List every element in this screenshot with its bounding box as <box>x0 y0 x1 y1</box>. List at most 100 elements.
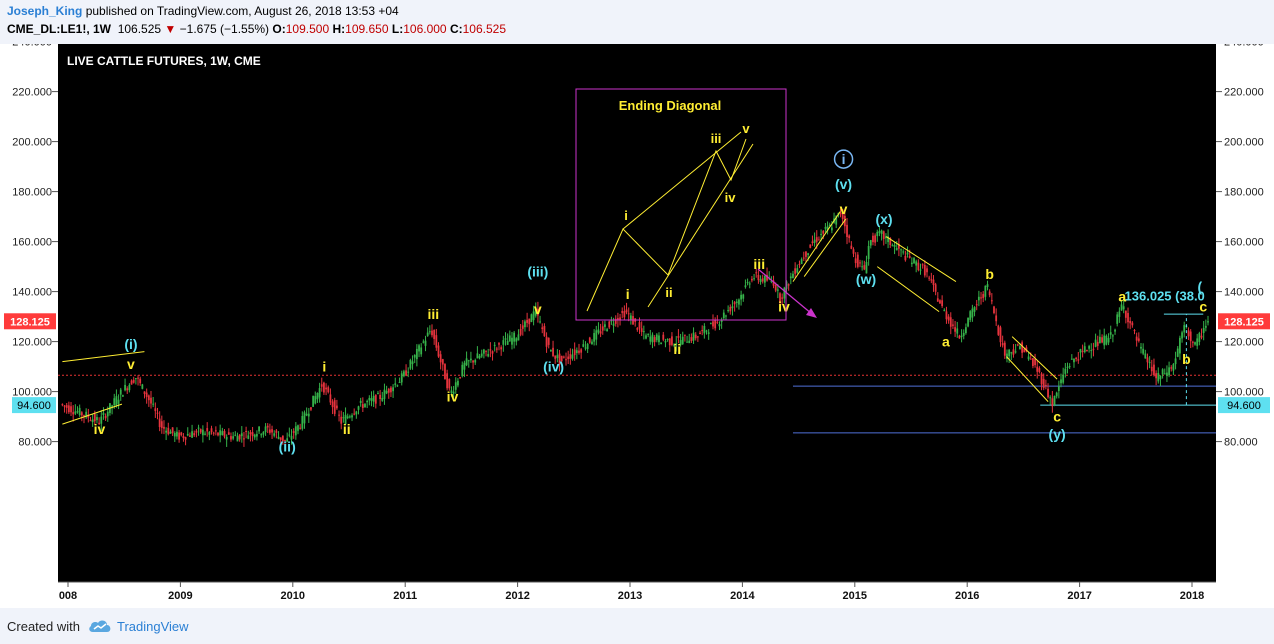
candle-body <box>1003 342 1006 356</box>
candle-body <box>502 340 505 345</box>
wave-trendline[interactable] <box>62 403 123 425</box>
candle-body <box>521 325 524 329</box>
candle-body <box>599 331 602 334</box>
candle-body <box>1086 349 1088 351</box>
x-tick-label: 2018 <box>1180 590 1204 602</box>
candle-body <box>688 340 691 344</box>
candle-body <box>383 389 386 399</box>
candle-body <box>441 359 444 365</box>
candle-body <box>1155 373 1158 379</box>
candle-body <box>893 244 896 248</box>
tradingview-cloud-icon[interactable] <box>88 618 112 634</box>
candle-body <box>560 355 563 362</box>
wave-label: i <box>322 359 326 375</box>
candle-body <box>759 279 762 282</box>
candle-body <box>839 213 842 215</box>
wave-trendline[interactable] <box>792 211 841 282</box>
candle-body <box>610 320 613 322</box>
y-tick-label-right: 180.000 <box>1224 187 1264 199</box>
candle-body <box>954 327 956 332</box>
candle-body <box>288 434 291 436</box>
candle-body <box>712 321 714 327</box>
candle-body <box>616 318 619 321</box>
candle-body <box>461 364 464 377</box>
candle-body <box>1060 379 1062 384</box>
candle-body <box>1142 348 1145 354</box>
tradingview-link[interactable]: TradingView <box>117 619 189 634</box>
candle-body <box>173 432 176 437</box>
author-link[interactable]: Joseph_King <box>7 4 83 18</box>
candle-body <box>787 284 790 286</box>
candle-body <box>1176 348 1179 357</box>
candle-body <box>1051 398 1054 407</box>
candle-body <box>554 355 557 359</box>
current-price-label-left: 128.125 <box>10 316 50 328</box>
inset-label-v: v <box>742 121 750 136</box>
plot-area[interactable] <box>58 44 1216 582</box>
wave-trendline[interactable] <box>62 351 145 363</box>
candle-body <box>649 336 652 342</box>
publication-header: Joseph_King published on TradingView.com… <box>0 0 1274 44</box>
candle-body <box>80 412 83 416</box>
candle-body <box>1001 343 1004 346</box>
candle-body <box>666 339 669 341</box>
inset-label-iii: iii <box>711 131 722 146</box>
candle-body <box>498 343 500 345</box>
candle-body <box>368 397 371 401</box>
candle-body <box>1129 320 1132 324</box>
close-label: C: <box>449 22 463 36</box>
candle-body <box>214 430 217 432</box>
candle-body <box>76 411 79 413</box>
candle-body <box>413 354 416 358</box>
inset-pointer-arrow <box>757 268 817 318</box>
candle-body <box>1042 378 1045 388</box>
wave-label: iv <box>778 299 790 315</box>
candle-body <box>310 407 312 410</box>
candle-body <box>534 308 537 316</box>
candle-body <box>400 373 403 383</box>
candle-body <box>1114 329 1116 332</box>
candle-body <box>160 421 163 428</box>
chart-canvas[interactable]: 136.025 (38.0 (i)viv(ii)iiiiiiiv(iii)v(i… <box>0 44 1274 608</box>
candle-body <box>932 279 935 285</box>
candle-body <box>1198 333 1201 342</box>
candle-body <box>113 398 116 406</box>
candle-body <box>720 319 723 323</box>
wave-trendline[interactable] <box>876 266 940 313</box>
wave-label: (iv) <box>543 359 564 375</box>
candle-body <box>822 230 825 234</box>
candle-body <box>152 403 155 405</box>
candle-body <box>467 360 470 362</box>
candle-body <box>988 291 991 296</box>
candle-body <box>699 332 701 335</box>
candle-body <box>240 433 243 437</box>
candle-body <box>396 385 399 387</box>
candle-body <box>303 412 306 424</box>
candle-body <box>826 226 829 231</box>
candle-body <box>169 431 172 434</box>
candle-body <box>701 330 704 332</box>
candle-body <box>1021 342 1024 353</box>
candle-body <box>325 387 327 390</box>
candle-body <box>601 326 604 331</box>
candle-body <box>722 312 725 319</box>
wave-trendline[interactable] <box>886 236 957 283</box>
wave-trendline[interactable] <box>803 218 847 277</box>
candle-body <box>967 317 969 327</box>
candle-body <box>582 344 585 347</box>
candle-body <box>580 349 583 353</box>
high-label: H: <box>332 22 346 36</box>
candle-body <box>1135 336 1138 341</box>
candle-body <box>1023 348 1026 353</box>
candle-body <box>513 332 516 342</box>
candle-body <box>225 436 228 440</box>
candle-body <box>422 341 425 343</box>
candle-body <box>1006 353 1008 359</box>
wave-trendline[interactable] <box>1011 336 1058 380</box>
candle-body <box>1099 336 1101 344</box>
candle-body <box>742 294 745 299</box>
candle-body <box>1055 392 1058 397</box>
candle-body <box>528 318 531 325</box>
wave-trendline[interactable] <box>1006 356 1049 402</box>
candle-body <box>1047 388 1049 398</box>
